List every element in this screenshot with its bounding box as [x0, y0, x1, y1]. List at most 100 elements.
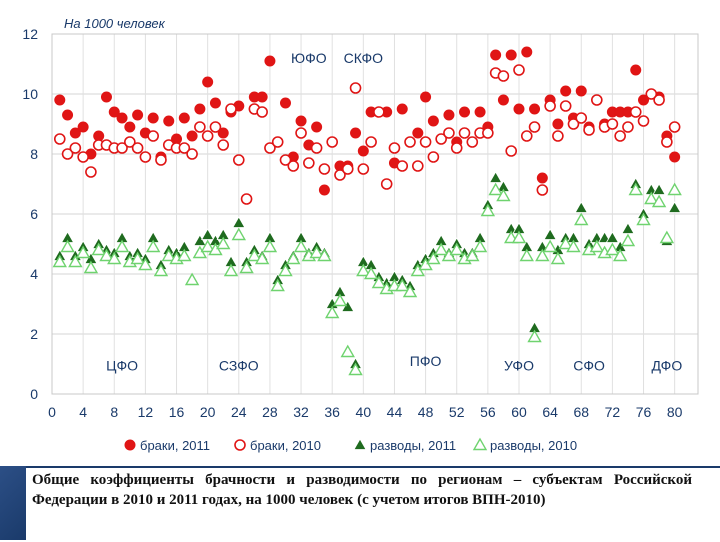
- divorce-point: [161, 248, 176, 262]
- marriage-point: [412, 127, 424, 139]
- marriage-point: [653, 94, 665, 106]
- divorce-point: [426, 251, 441, 265]
- marriage-point: [560, 85, 572, 97]
- region-label: СЗФО: [219, 358, 259, 374]
- marriage-point: [163, 115, 175, 127]
- marriage-point: [61, 148, 74, 160]
- marriage-point: [661, 136, 673, 148]
- marriage-point: [357, 145, 369, 157]
- divorce-point: [410, 263, 426, 277]
- marriage-point: [536, 172, 548, 184]
- x-tick-label: 36: [324, 404, 340, 420]
- marriage-point: [388, 142, 401, 154]
- figure-caption: Общие коэффициенты брачности и разводимо…: [32, 472, 692, 508]
- marriage-point: [466, 136, 479, 148]
- divorce-point: [83, 260, 99, 274]
- divorce-point: [636, 212, 651, 226]
- y-tick-label: 6: [30, 206, 38, 222]
- marriage-point: [62, 109, 74, 121]
- marriage-point: [645, 88, 658, 100]
- divorce-point: [356, 263, 371, 277]
- marriage-point: [357, 163, 370, 175]
- x-tick-label: 44: [387, 404, 403, 420]
- y-tick-label: 0: [30, 386, 38, 402]
- divorce-point: [527, 329, 542, 343]
- divorce-point: [543, 228, 557, 240]
- divorce-point: [239, 260, 254, 274]
- divorce-point: [519, 248, 534, 262]
- x-tick-label: 32: [293, 404, 309, 420]
- x-tick-label: 76: [636, 404, 652, 420]
- divorce-point: [192, 245, 208, 259]
- marriage-point: [326, 136, 338, 148]
- marriage-point: [583, 124, 595, 136]
- divorce-point: [652, 183, 666, 195]
- marriage-point: [544, 100, 556, 112]
- divorce-point: [52, 254, 67, 268]
- marriage-point: [528, 121, 541, 133]
- divorce-point: [550, 251, 566, 265]
- marriage-point: [318, 163, 331, 175]
- marriage-point: [450, 142, 463, 154]
- divorce-point: [628, 182, 643, 196]
- marriage-point: [279, 97, 291, 109]
- divorce-point: [130, 251, 145, 265]
- divorce-point: [496, 188, 511, 202]
- marriage-point: [552, 130, 564, 142]
- divorce-point: [216, 236, 231, 250]
- divorce-point: [145, 239, 161, 253]
- legend-label: разводы, 2010: [490, 438, 577, 453]
- y-tick-label: 2: [30, 326, 38, 342]
- marriage-point: [350, 127, 362, 139]
- marriage-point: [53, 133, 66, 145]
- divorce-point: [184, 272, 200, 286]
- marriage-point: [606, 118, 619, 130]
- divorce-point: [605, 231, 620, 243]
- divorce-point: [68, 254, 83, 268]
- marriage-point: [567, 118, 580, 130]
- marriage-point: [443, 127, 455, 139]
- marriage-point: [435, 133, 447, 145]
- y-tick-label: 10: [22, 86, 38, 102]
- divorce-point: [395, 278, 410, 292]
- marriage-point: [209, 121, 222, 133]
- marriage-point: [77, 151, 89, 163]
- divorce-point: [232, 216, 246, 228]
- marriage-point: [552, 118, 564, 130]
- caption-panel: [0, 466, 720, 542]
- marriage-point: [178, 112, 190, 124]
- region-label: ДФО: [652, 358, 683, 374]
- unit-label: На 1000 человек: [64, 16, 166, 31]
- marriage-point: [264, 142, 276, 154]
- marriage-point: [614, 130, 626, 142]
- divorce-point: [114, 239, 130, 253]
- divorce-point: [293, 239, 309, 253]
- divorce-point: [605, 242, 620, 256]
- marriage-point: [622, 121, 634, 133]
- marriage-point: [202, 76, 214, 88]
- divorce-point: [138, 257, 153, 271]
- region-label: СФО: [573, 358, 605, 374]
- x-tick-label: 48: [418, 404, 434, 420]
- marriage-point: [194, 103, 206, 115]
- divorce-point: [558, 236, 573, 250]
- legend-marker: [234, 439, 246, 451]
- x-tick-label: 20: [200, 404, 216, 420]
- marriage-point: [458, 127, 471, 139]
- divorce-point: [340, 344, 355, 358]
- marriage-point: [497, 94, 509, 106]
- marriage-point: [443, 109, 455, 121]
- data-points: [52, 46, 682, 376]
- divorce-point: [200, 228, 215, 240]
- marriage-point: [201, 130, 214, 142]
- x-tick-label: 52: [449, 404, 465, 420]
- marriage-point: [669, 151, 681, 163]
- marriage-point: [85, 166, 97, 178]
- marriage-point: [240, 193, 253, 205]
- marriage-point: [256, 91, 268, 103]
- divorce-point: [574, 201, 588, 213]
- divorce-point: [659, 230, 675, 244]
- region-label: ПФО: [410, 353, 442, 369]
- divorce-point: [348, 362, 363, 376]
